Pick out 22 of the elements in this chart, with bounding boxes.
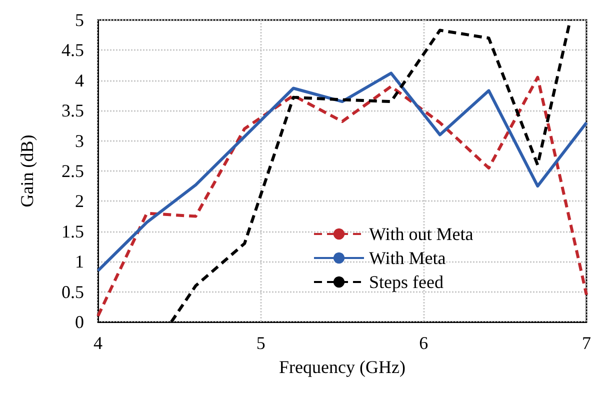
y-tick-label: 0 <box>75 312 84 332</box>
y-tick-label: 2 <box>75 191 84 212</box>
line-series <box>96 76 588 318</box>
y-tick-label: 5 <box>75 10 84 30</box>
y-tick-label: 1.5 <box>62 221 84 242</box>
x-tick-label: 5 <box>256 333 266 353</box>
y-tick-label: 0.5 <box>62 282 84 302</box>
x-axis-title: Frequency (GHz) <box>279 357 406 377</box>
y-tick-label: 1 <box>75 252 84 272</box>
y-tick-label: 4 <box>75 70 84 90</box>
line-series <box>96 72 588 272</box>
legend-label: With Meta <box>369 248 446 268</box>
x-tick-label: 6 <box>419 333 428 353</box>
legend-label: With out Meta <box>369 224 474 244</box>
legend-label: Steps feed <box>369 272 444 292</box>
y-tick-label: 3.5 <box>62 100 84 121</box>
x-tick-label: 4 <box>94 333 102 353</box>
y-axis-title: Gain (dB) <box>17 134 37 208</box>
y-tick-label: 2.5 <box>62 161 84 181</box>
y-tick-label: 3 <box>75 130 84 151</box>
y-tick-label: 4.5 <box>62 40 84 60</box>
x-tick-label: 7 <box>582 333 591 353</box>
